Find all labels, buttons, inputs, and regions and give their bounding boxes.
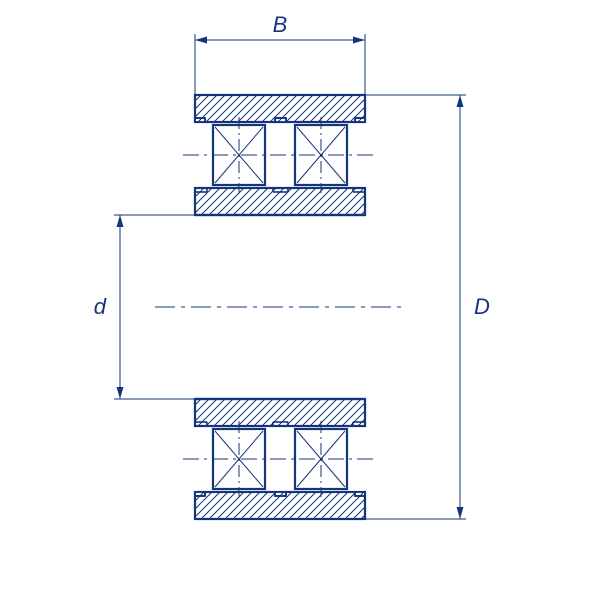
bearing-cross-section-diagram: Bd D [0,0,600,600]
label-bore-d: d [94,294,107,319]
label-outer-D: D [474,294,490,319]
label-width-B: B [273,12,288,37]
